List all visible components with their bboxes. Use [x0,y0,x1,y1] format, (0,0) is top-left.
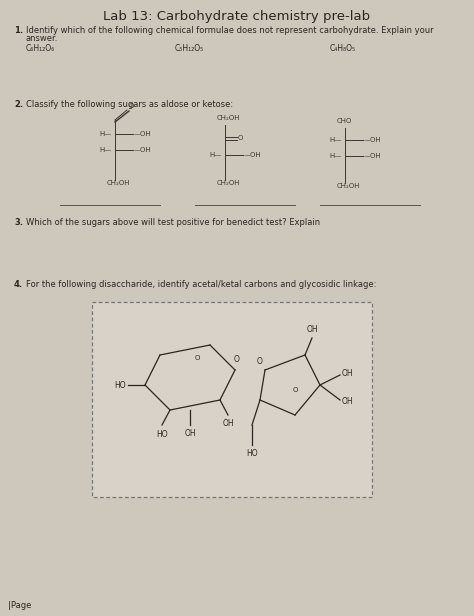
Text: O: O [257,357,263,367]
Text: H—: H— [330,137,342,143]
Text: C₆H₁₂O₆: C₆H₁₂O₆ [26,44,55,53]
Text: O: O [238,135,243,141]
Text: 1.: 1. [14,26,23,35]
Text: Lab 13: Carbohydrate chemistry pre-lab: Lab 13: Carbohydrate chemistry pre-lab [103,10,371,23]
Text: —OH: —OH [364,137,382,143]
Text: 4.: 4. [14,280,23,289]
Text: —OH: —OH [364,153,382,159]
Text: H—: H— [100,147,112,153]
Text: OH: OH [342,368,354,378]
Text: C₅H₁₂O₅: C₅H₁₂O₅ [175,44,204,53]
Text: —OH: —OH [134,131,152,137]
Text: —OH: —OH [244,152,262,158]
Text: —OH: —OH [134,147,152,153]
Text: CH₂OH: CH₂OH [217,180,240,186]
Text: O: O [234,355,240,365]
Text: Identify which of the following chemical formulae does not represent carbohydrat: Identify which of the following chemical… [26,26,434,35]
Text: answer.: answer. [26,34,58,43]
Text: 3.: 3. [14,218,23,227]
Text: OH: OH [222,419,234,428]
Text: CH₂OH: CH₂OH [217,115,240,121]
Text: 2.: 2. [14,100,23,109]
Text: CH₂OH: CH₂OH [337,183,361,189]
Text: OH: OH [184,429,196,438]
Text: O: O [194,355,200,361]
Text: CH₂OH: CH₂OH [107,180,130,186]
Text: O: O [129,103,134,109]
Text: HO: HO [246,449,258,458]
Text: H—: H— [330,153,342,159]
Text: H—: H— [210,152,222,158]
Text: Which of the sugars above will test positive for benedict test? Explain: Which of the sugars above will test posi… [26,218,320,227]
Text: H—: H— [100,131,112,137]
Text: For the following disaccharide, identify acetal/ketal carbons and glycosidic lin: For the following disaccharide, identify… [26,280,376,289]
Text: HO: HO [156,430,168,439]
Text: C₄H₈O₅: C₄H₈O₅ [330,44,356,53]
Text: HO: HO [114,381,126,389]
Text: |Page: |Page [8,601,31,610]
Text: CHO: CHO [337,118,352,124]
Text: OH: OH [342,397,354,407]
Text: OH: OH [306,325,318,334]
Text: O: O [292,387,298,393]
FancyBboxPatch shape [92,302,372,497]
Text: Classify the following sugars as aldose or ketose:: Classify the following sugars as aldose … [26,100,233,109]
